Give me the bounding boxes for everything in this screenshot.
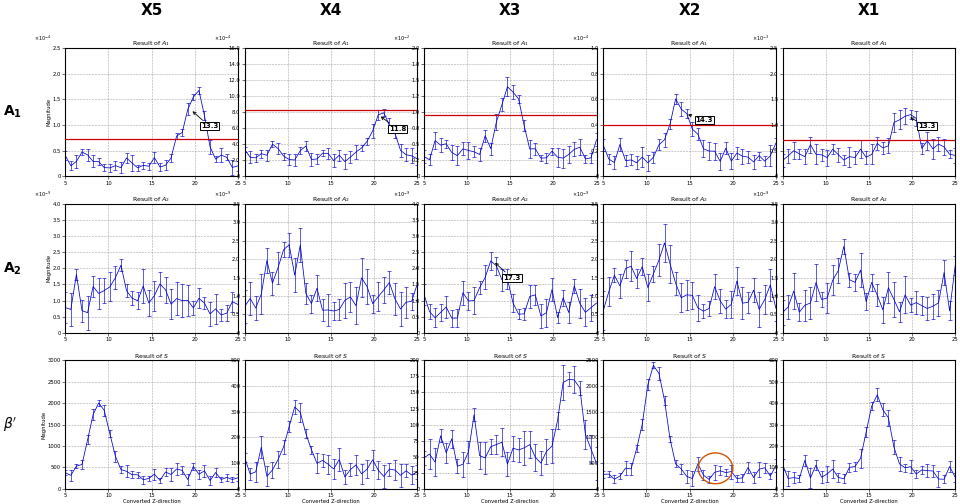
Text: $\times 10^{-9}$: $\times 10^{-9}$: [393, 190, 410, 199]
Title: Result of $A_2$: Result of $A_2$: [492, 195, 529, 204]
Text: $\times 10^{-9}$: $\times 10^{-9}$: [752, 190, 769, 199]
Title: Result of $S$: Result of $S$: [133, 352, 169, 360]
Text: X5: X5: [140, 3, 163, 18]
Title: Result of $A_1$: Result of $A_1$: [132, 39, 171, 48]
Title: Result of $S$: Result of $S$: [672, 352, 708, 360]
Title: Result of $A_2$: Result of $A_2$: [132, 195, 171, 204]
Text: X3: X3: [499, 3, 521, 18]
Text: $\times 10^{-4}$: $\times 10^{-4}$: [213, 33, 230, 43]
X-axis label: Converted Z-direction: Converted Z-direction: [481, 499, 540, 504]
Title: Result of $A_2$: Result of $A_2$: [312, 195, 350, 204]
Text: $\mathbf{A_1}$: $\mathbf{A_1}$: [3, 104, 22, 120]
Title: Result of $A_1$: Result of $A_1$: [312, 39, 350, 48]
Text: X2: X2: [679, 3, 701, 18]
Text: $\times 10^{-3}$: $\times 10^{-3}$: [752, 33, 769, 43]
Text: 13.3: 13.3: [911, 118, 935, 130]
Y-axis label: Magnitude: Magnitude: [41, 411, 46, 438]
X-axis label: Converted Z-direction: Converted Z-direction: [660, 499, 718, 504]
Text: 11.8: 11.8: [381, 117, 406, 132]
Text: 14.3: 14.3: [688, 114, 713, 123]
X-axis label: Converted Z-direction: Converted Z-direction: [123, 499, 180, 504]
Text: $\times 10^{-9}$: $\times 10^{-9}$: [572, 190, 589, 199]
Text: 13.3: 13.3: [193, 112, 218, 130]
Text: X4: X4: [320, 3, 342, 18]
Text: 17.3: 17.3: [495, 264, 520, 281]
Text: $\times 10^{-9}$: $\times 10^{-9}$: [213, 190, 230, 199]
Title: Result of $A_1$: Result of $A_1$: [670, 39, 708, 48]
Title: Result of $A_2$: Result of $A_2$: [850, 195, 888, 204]
Title: Result of $A_1$: Result of $A_1$: [492, 39, 529, 48]
Title: Result of $S$: Result of $S$: [492, 352, 528, 360]
Title: Result of $A_2$: Result of $A_2$: [670, 195, 708, 204]
X-axis label: Converted Z-direction: Converted Z-direction: [302, 499, 360, 504]
Title: Result of $S$: Result of $S$: [852, 352, 887, 360]
Text: $\boldsymbol{\beta'}$: $\boldsymbol{\beta'}$: [3, 415, 17, 434]
Y-axis label: Magnitude: Magnitude: [46, 98, 51, 126]
Title: Result of $A_1$: Result of $A_1$: [850, 39, 888, 48]
Text: $\times 10^{-4}$: $\times 10^{-4}$: [572, 33, 589, 43]
Text: $\times 10^{-2}$: $\times 10^{-2}$: [393, 33, 410, 43]
Y-axis label: Magnitude: Magnitude: [46, 255, 51, 282]
Text: $\times 10^{-9}$: $\times 10^{-9}$: [35, 190, 51, 199]
Text: $\mathbf{A_2}$: $\mathbf{A_2}$: [3, 260, 22, 277]
X-axis label: Converted Z-direction: Converted Z-direction: [840, 499, 898, 504]
Text: $\times 10^{-4}$: $\times 10^{-4}$: [35, 33, 51, 43]
Title: Result of $S$: Result of $S$: [313, 352, 348, 360]
Text: X1: X1: [858, 3, 880, 18]
